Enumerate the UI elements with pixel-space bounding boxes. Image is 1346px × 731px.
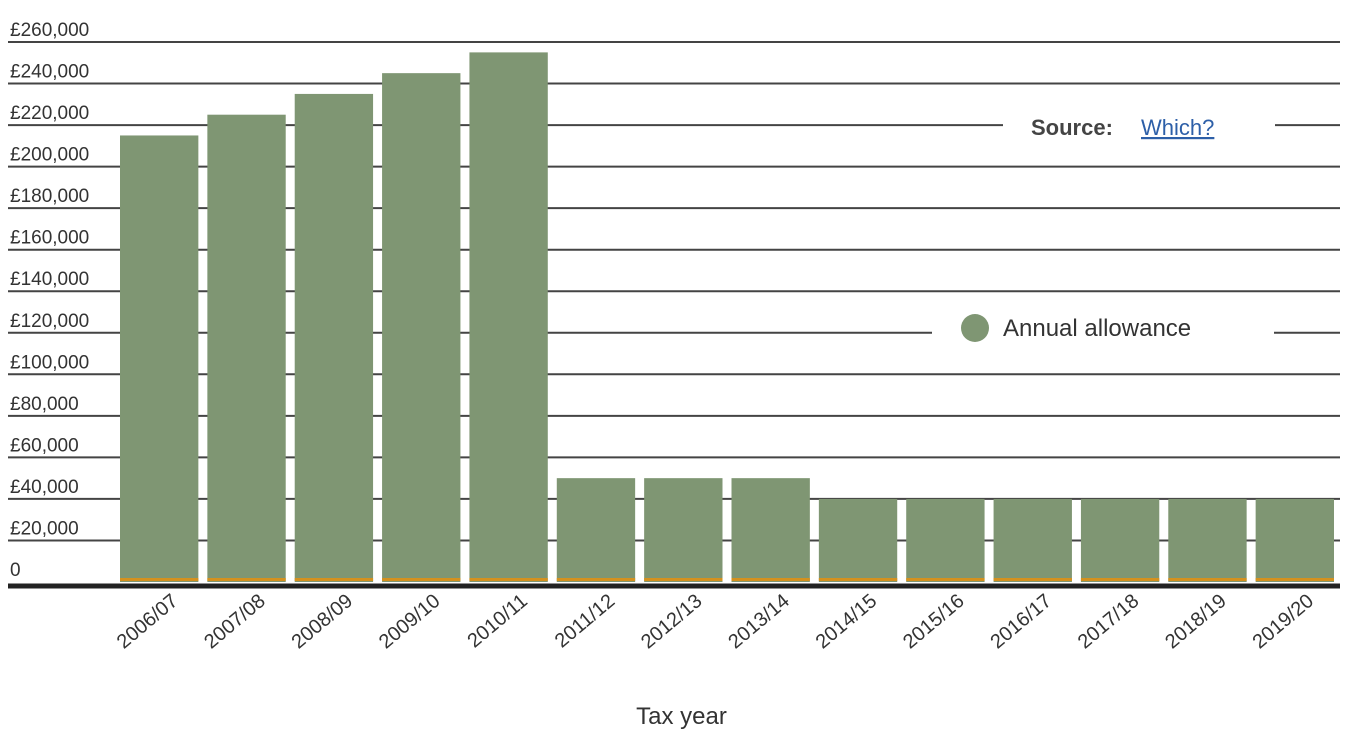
x-tick-label: 2006/07 xyxy=(113,590,183,653)
y-tick-label: £40,000 xyxy=(10,477,79,498)
bar-base-accent xyxy=(294,578,374,581)
x-tick-label: 2015/16 xyxy=(899,590,969,653)
bar xyxy=(906,498,985,582)
x-tick-label: 2007/08 xyxy=(200,590,270,653)
x-axis-label: Tax year xyxy=(636,703,727,730)
bar xyxy=(993,498,1072,582)
y-tick-label: £160,000 xyxy=(10,228,89,249)
bar xyxy=(818,498,898,582)
y-tick-label: £100,000 xyxy=(10,352,89,373)
bar xyxy=(556,478,636,582)
y-tick-label: £240,000 xyxy=(10,62,89,83)
legend-label-annual-allowance: Annual allowance xyxy=(1003,315,1191,342)
y-tick-label: £260,000 xyxy=(10,20,89,41)
y-axis-ticks: 0 £20,000 £40,000 £60,000 £80,000 £100,000 £12… xyxy=(10,20,89,581)
y-tick-label: £120,000 xyxy=(10,311,89,332)
bar xyxy=(1168,498,1247,582)
y-tick-label: £60,000 xyxy=(10,435,79,456)
y-tick-label: £180,000 xyxy=(10,186,89,207)
bars xyxy=(120,52,1334,583)
bar-base-accent xyxy=(207,578,286,581)
bar xyxy=(120,135,199,582)
bar xyxy=(294,93,374,582)
source-link[interactable]: Which? xyxy=(1141,115,1214,140)
bar-base-accent xyxy=(644,578,723,581)
y-tick-label: 0 xyxy=(10,560,21,581)
bar xyxy=(382,73,461,583)
bar-base-accent xyxy=(906,578,985,581)
bar-base-accent xyxy=(556,578,636,581)
x-tick-label: 2018/19 xyxy=(1161,590,1231,653)
bar-base-accent xyxy=(731,578,810,581)
bar-base-accent xyxy=(1080,578,1160,581)
bar-base-accent xyxy=(1168,578,1247,581)
y-tick-label: £20,000 xyxy=(10,518,79,539)
x-tick-label: 2009/10 xyxy=(375,590,445,653)
x-tick-label: 2011/12 xyxy=(551,590,619,652)
bar xyxy=(207,114,286,582)
y-tick-label: £80,000 xyxy=(10,394,79,415)
bar xyxy=(644,478,723,582)
bar-base-accent xyxy=(1255,578,1334,581)
y-tick-label: £220,000 xyxy=(10,103,89,124)
source-annotation: Source: Which? xyxy=(1003,105,1275,149)
x-tick-label: 2013/14 xyxy=(724,590,794,653)
bar-base-accent xyxy=(469,578,548,581)
y-tick-label: £140,000 xyxy=(10,269,89,290)
x-tick-label: 2019/20 xyxy=(1249,590,1319,653)
bar xyxy=(1255,498,1334,582)
x-tick-label: 2008/09 xyxy=(288,590,358,653)
x-tick-label: 2017/18 xyxy=(1074,590,1144,653)
x-tick-label: 2014/15 xyxy=(812,590,882,653)
y-tick-label: £200,000 xyxy=(10,145,89,166)
legend: Annual allowance xyxy=(932,306,1274,350)
bar-base-accent xyxy=(382,578,461,581)
source-label: Source: xyxy=(1031,115,1113,140)
x-tick-label: 2016/17 xyxy=(986,590,1056,653)
x-axis-ticks: 2006/07 2007/08 2008/09 2009/10 2010/11 2011/… xyxy=(113,590,1318,653)
bar-base-accent xyxy=(993,578,1072,581)
legend-swatch-annual-allowance xyxy=(961,314,989,342)
bar-base-accent xyxy=(818,578,898,581)
bar xyxy=(469,52,548,582)
bar xyxy=(731,478,810,582)
bar xyxy=(1080,498,1160,582)
x-tick-label: 2012/13 xyxy=(637,590,707,653)
bar-base-accent xyxy=(120,578,199,581)
x-tick-label: 2010/11 xyxy=(463,590,531,652)
